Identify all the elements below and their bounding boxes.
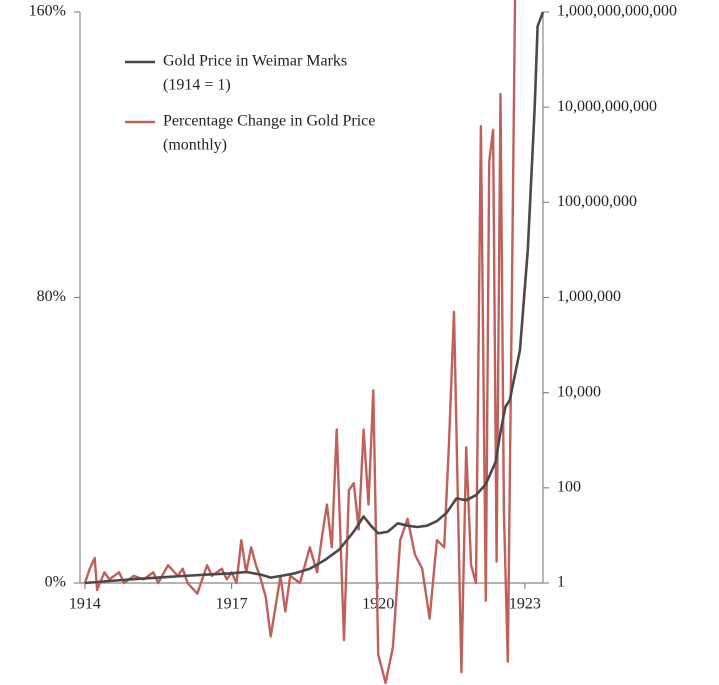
y-tick-label: 0% — [45, 574, 66, 591]
y-tick-label: 160% — [29, 3, 66, 20]
legend-label: (1914 = 1) — [163, 77, 231, 94]
y2-tick-label: 1,000,000 — [557, 288, 621, 305]
x-tick-label: 1914 — [69, 596, 101, 613]
y2-tick-label: 10,000 — [557, 383, 601, 400]
y2-tick-label: 100 — [557, 479, 581, 496]
y2-tick-label: 1,000,000,000,000 — [557, 3, 677, 20]
y2-tick-label: 10,000,000,000 — [557, 98, 657, 115]
y2-tick-label: 100,000,000 — [557, 193, 637, 210]
x-tick-label: 1917 — [216, 596, 248, 613]
y2-tick-label: 1 — [557, 574, 565, 591]
series-line — [84, 11, 545, 585]
legend-label: Gold Price in Weimar Marks — [163, 53, 347, 70]
legend-label: (monthly) — [163, 137, 227, 154]
x-tick-label: 1923 — [509, 596, 541, 613]
y-tick-label: 80% — [37, 288, 66, 305]
legend-label: Percentage Change in Gold Price — [163, 113, 375, 130]
series-line — [83, 0, 517, 685]
